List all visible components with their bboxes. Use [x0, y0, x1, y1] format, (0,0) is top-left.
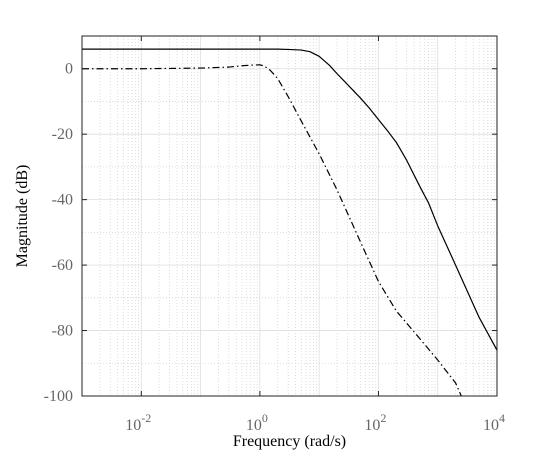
y-tick-label: 0	[65, 61, 73, 78]
y-axis-title: Magnitude (dB)	[14, 165, 31, 268]
plot-area	[82, 36, 497, 396]
y-tick-label: -60	[52, 257, 73, 274]
tick-labels: 0 -20 -40 -60 -80 -100 10-2 100 102 104	[44, 61, 505, 434]
x-tick-label: 102	[364, 411, 386, 434]
grid	[82, 36, 497, 396]
x-axis-title: Frequency (rad/s)	[233, 433, 346, 450]
x-tick-label: 10-2	[125, 411, 151, 434]
y-tick-label: -100	[44, 388, 73, 405]
y-tick-label: -40	[52, 192, 73, 209]
axes-box	[81, 35, 498, 397]
y-tick-label: -20	[52, 126, 73, 143]
x-tick-label: 100	[246, 411, 268, 434]
series-group	[82, 48, 497, 396]
x-tick-label: 104	[483, 411, 505, 434]
tick-marks	[82, 36, 498, 397]
y-tick-label: -80	[52, 323, 73, 340]
series-line-dash-dot	[82, 64, 462, 396]
series-line-solid	[82, 48, 497, 351]
